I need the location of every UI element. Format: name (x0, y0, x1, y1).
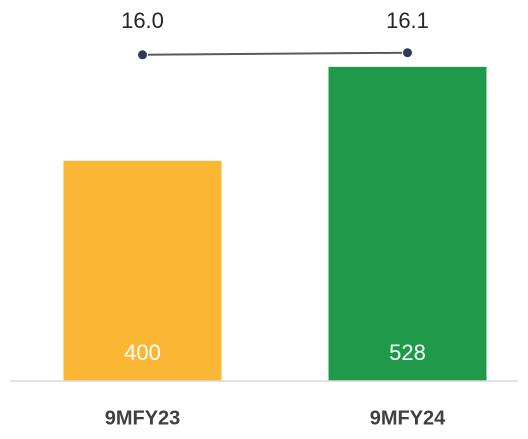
bar-value-label: 528 (389, 340, 426, 365)
bar (63, 160, 222, 381)
x-tick-label: 9MFY24 (370, 407, 446, 429)
line-value-label: 16.0 (121, 8, 164, 33)
line-marker (402, 47, 413, 59)
line (142, 51, 408, 56)
line-value-label: 16.1 (386, 8, 429, 33)
line-marker (137, 49, 148, 61)
bar-value-label: 400 (124, 340, 161, 365)
bar (328, 66, 487, 382)
x-tick-label: 9MFY23 (105, 407, 181, 429)
